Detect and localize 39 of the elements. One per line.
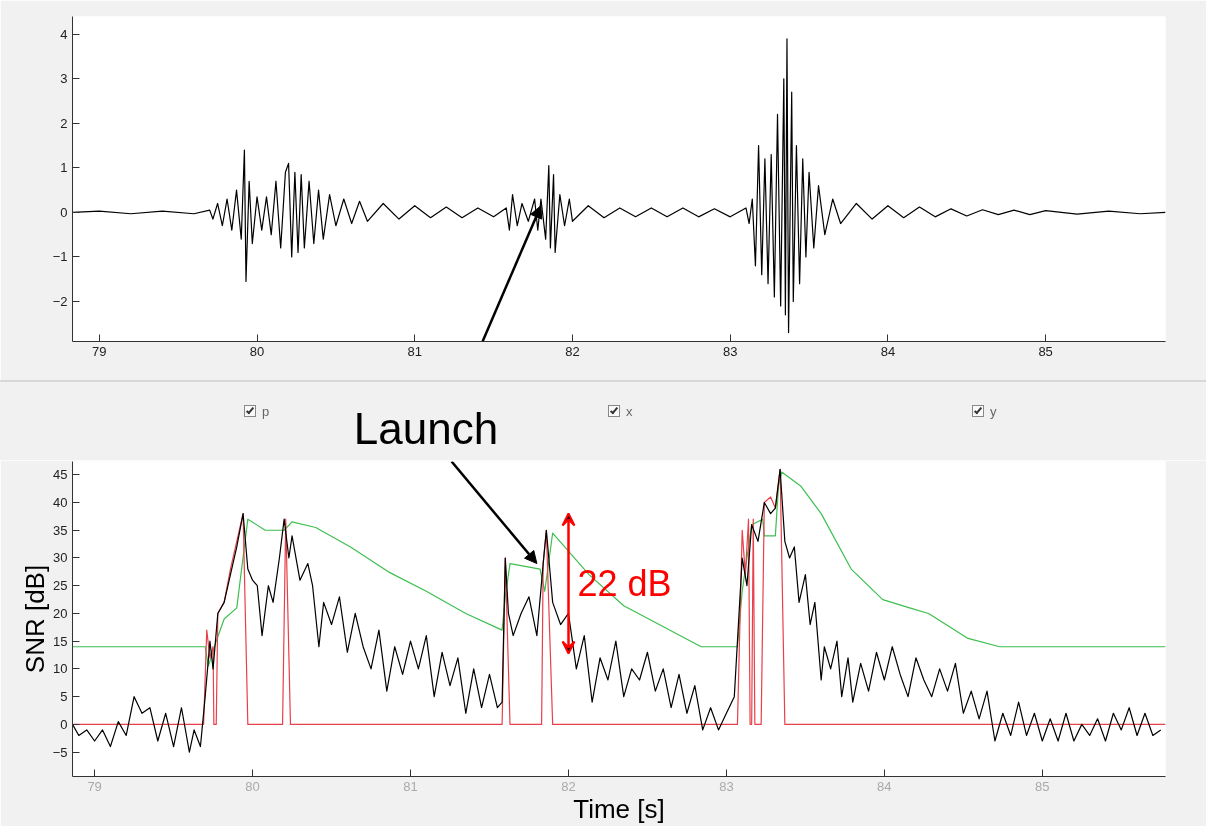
line-series xyxy=(72,471,1166,667)
x-tick-label: 85 xyxy=(1038,343,1053,359)
y-tick-label: −5 xyxy=(52,744,68,760)
annotation: Launch xyxy=(353,404,499,454)
y-tick-label: 5 xyxy=(60,689,68,705)
y-tick-label: 2 xyxy=(60,115,68,131)
annotation: p xyxy=(262,404,270,419)
x-tick-label: 83 xyxy=(719,778,734,794)
y-axis-title: SNR [dB] xyxy=(19,564,50,674)
x-tick-label: 79 xyxy=(92,343,107,359)
y-tick-label: 20 xyxy=(53,605,68,621)
y-tick-label: −2 xyxy=(52,293,68,309)
y-tick-label: 3 xyxy=(60,71,68,87)
y-tick-label: 10 xyxy=(53,661,68,677)
y-tick-label: 45 xyxy=(53,467,68,483)
y-tick-label: 40 xyxy=(53,495,68,511)
y-tick-label: 30 xyxy=(53,550,68,566)
annotation: y xyxy=(990,404,997,419)
y-tick-label: −1 xyxy=(52,249,68,265)
y-tick-label: 35 xyxy=(53,522,68,538)
x-tick-label: 81 xyxy=(403,778,418,794)
x-axis-title: Time [s] xyxy=(573,793,665,824)
y-tick-label: 15 xyxy=(53,633,68,649)
x-tick-label: 81 xyxy=(407,343,422,359)
x-tick-label: 82 xyxy=(561,778,576,794)
x-tick-label: 80 xyxy=(249,343,265,359)
y-tick-label: 4 xyxy=(60,26,68,42)
x-tick-label: 84 xyxy=(877,778,892,794)
y-tick-label: 25 xyxy=(53,578,68,594)
y-tick-label: 1 xyxy=(60,160,68,176)
annotation: x xyxy=(626,404,633,419)
x-tick-label: 85 xyxy=(1035,778,1050,794)
x-tick-label: 82 xyxy=(565,343,580,359)
y-tick-label: 0 xyxy=(60,204,68,220)
x-tick-label: 79 xyxy=(87,778,102,794)
x-tick-label: 80 xyxy=(245,778,260,794)
x-tick-label: 83 xyxy=(722,343,738,359)
x-tick-label: 84 xyxy=(880,343,896,359)
y-tick-label: 0 xyxy=(60,716,68,732)
